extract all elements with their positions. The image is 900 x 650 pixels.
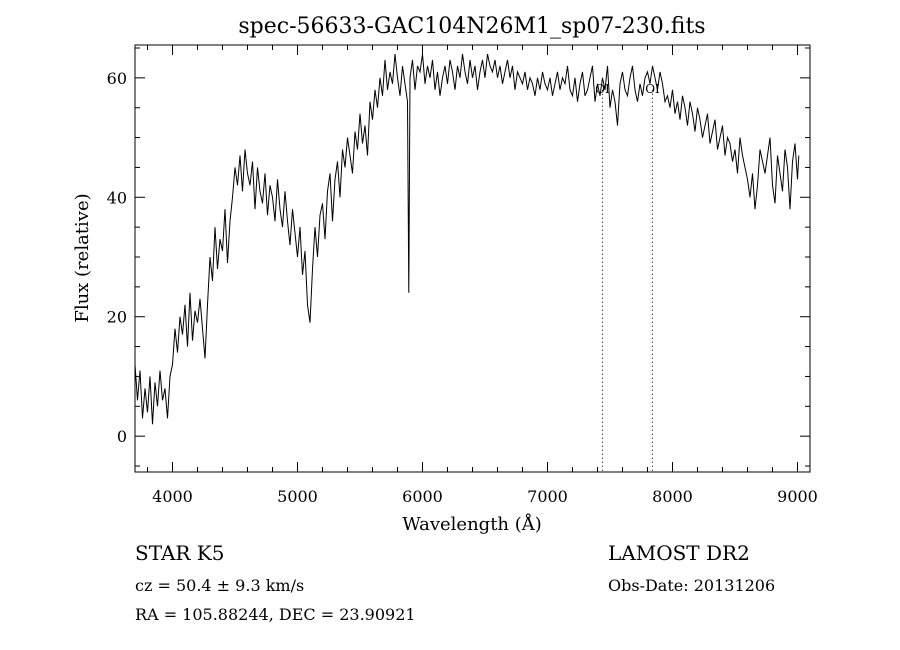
- x-tick-label: 8000: [652, 487, 693, 506]
- y-axis-label: Flux (relative): [72, 193, 93, 322]
- y-axis-ticks: 0 20 40 60: [107, 47, 810, 467]
- x-tick-label: 7000: [527, 487, 568, 506]
- chart-title: spec-56633-GAC104N26M1_sp07-230.fits: [238, 14, 705, 39]
- obs-date: Obs-Date: 20131206: [608, 576, 775, 595]
- x-axis-ticks: 4000 5000 6000 7000 8000 9000: [147, 45, 818, 506]
- x-tick-label: 9000: [777, 487, 818, 506]
- survey-name: LAMOST DR2: [608, 541, 750, 565]
- redshift-info: cz = 50.4 ± 9.3 km/s: [135, 576, 304, 595]
- y-tick-label: 20: [107, 308, 127, 327]
- x-tick-label: 6000: [402, 487, 443, 506]
- object-class: STAR K5: [135, 541, 224, 565]
- y-tick-label: 0: [117, 427, 127, 446]
- x-tick-label: 4000: [152, 487, 193, 506]
- oi-marker-lines: [602, 89, 653, 472]
- x-tick-label: 5000: [277, 487, 318, 506]
- plot-frame: [134, 44, 811, 473]
- spectrum-line: [134, 53, 800, 425]
- x-axis-label: Wavelength (Å): [402, 513, 542, 535]
- y-tick-label: 60: [107, 69, 127, 88]
- y-tick-label: 40: [107, 188, 127, 207]
- coordinates-info: RA = 105.88244, DEC = 23.90921: [135, 605, 416, 624]
